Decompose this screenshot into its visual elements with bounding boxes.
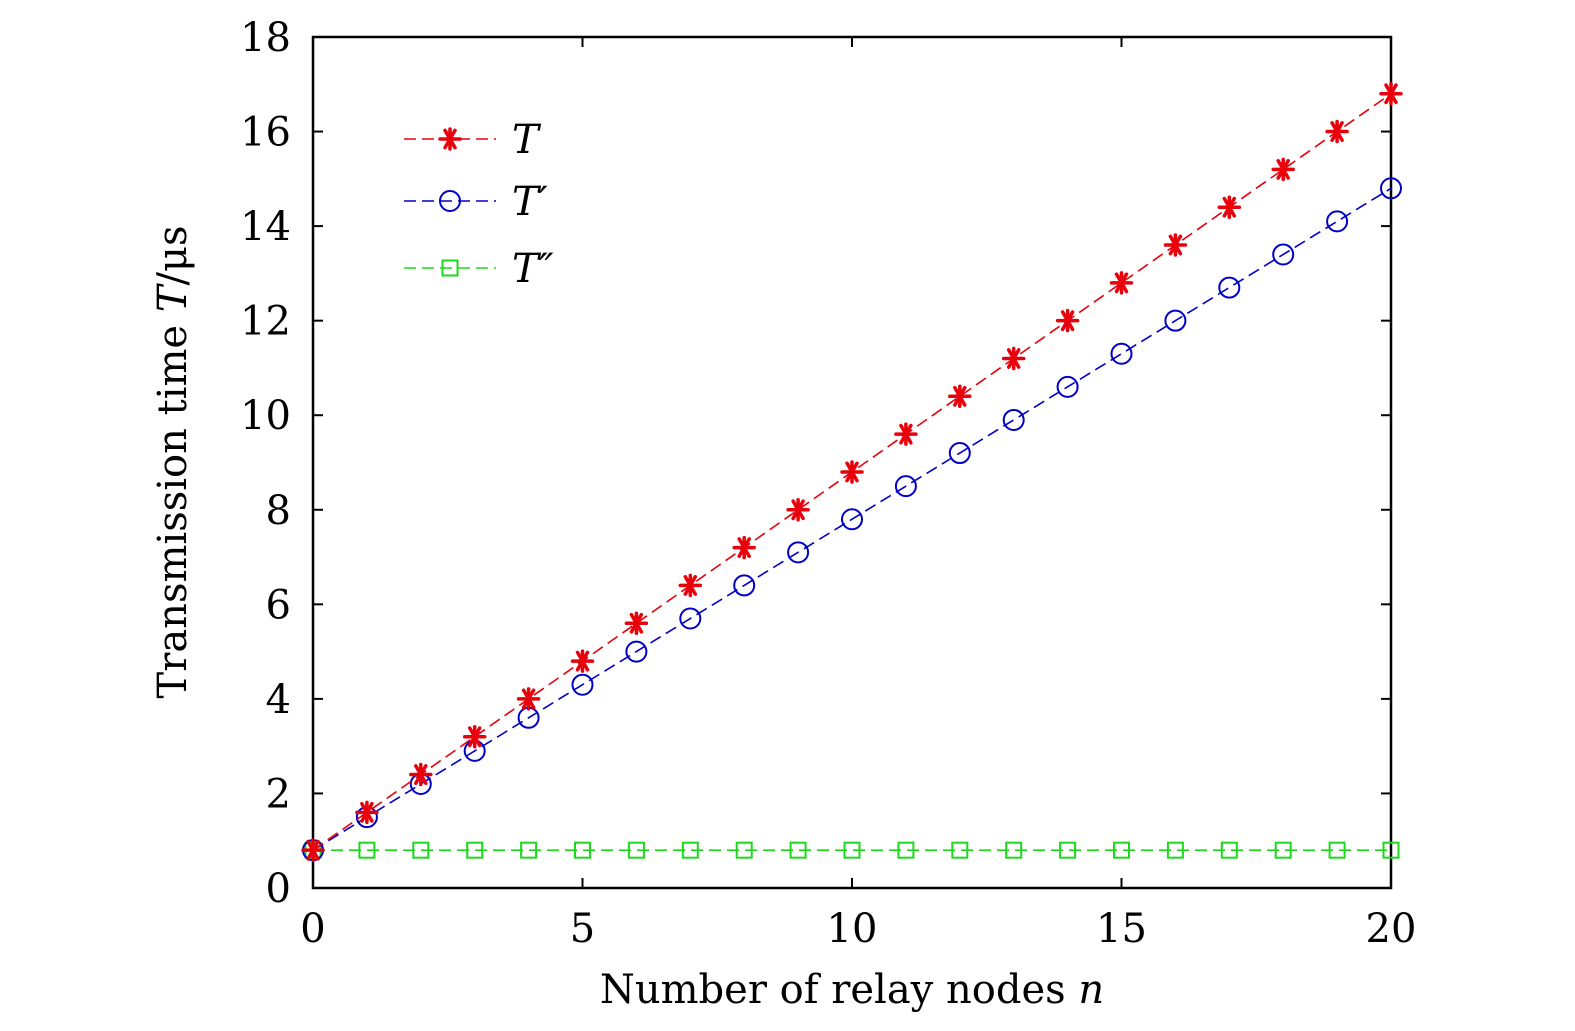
x-tick-label: 10 [827, 906, 878, 952]
legend: T T′ T″ [404, 117, 554, 292]
y-axis-label-text: Transmission time [150, 325, 196, 699]
data-point-circle [841, 508, 863, 531]
y-tick-label: 14 [240, 204, 291, 250]
data-point-asterisk [1217, 195, 1242, 219]
x-axis-label-var: n [1078, 967, 1104, 1013]
data-point-circle [625, 640, 648, 663]
data-point-asterisk [786, 498, 810, 522]
series-0 [301, 81, 1403, 862]
data-point-square [951, 841, 969, 859]
y-tick-label: 6 [266, 582, 291, 628]
y-tick-label: 0 [266, 866, 291, 912]
data-point-square [466, 841, 484, 859]
x-tick-label: 0 [300, 906, 325, 952]
data-point-square [1328, 841, 1346, 859]
y-axis-label-var: T [150, 282, 196, 312]
data-point-square [1059, 841, 1077, 859]
legend-item: T′ [404, 179, 548, 225]
data-point-asterisk [1163, 233, 1188, 257]
series-2 [304, 841, 1400, 859]
data-point-asterisk [624, 611, 649, 635]
y-axis-label: Transmission time T/μs [150, 226, 196, 699]
data-point-square [1382, 841, 1400, 859]
data-point-square [735, 841, 753, 859]
data-point-asterisk [355, 800, 379, 825]
series-1 [302, 177, 1402, 862]
data-point-circle [1326, 210, 1349, 233]
y-tick-label: 16 [240, 110, 291, 156]
data-point-circle [1002, 408, 1025, 431]
legend-item: T [404, 117, 542, 163]
data-point-square [1220, 841, 1238, 859]
x-tick-label: 20 [1366, 906, 1417, 952]
data-point-square [789, 841, 807, 859]
data-point-circle [1056, 375, 1079, 398]
data-point-asterisk [438, 127, 462, 151]
data-point-asterisk [516, 687, 541, 711]
data-point-circle [894, 475, 917, 498]
data-point-square [843, 841, 861, 859]
data-point-circle [571, 673, 594, 696]
data-point-asterisk [732, 535, 756, 560]
x-tick-label: 5 [570, 906, 595, 952]
axis-ticks: 0 5 10 15 20 0 2 4 6 8 10 12 14 16 18 [240, 15, 1416, 952]
data-point-square [441, 259, 459, 277]
data-point-circle [787, 541, 810, 564]
data-point-circle [439, 190, 461, 212]
data-point-circle [1164, 309, 1187, 332]
data-point-asterisk [301, 838, 325, 862]
legend-item: T″ [404, 246, 554, 292]
data-point-asterisk [570, 649, 595, 673]
data-point-circle [948, 442, 971, 465]
data-point-asterisk [678, 573, 703, 598]
y-tick-label: 10 [240, 393, 291, 439]
data-point-circle [679, 607, 702, 630]
series-line [312, 187, 1392, 851]
y-tick-label: 18 [240, 15, 291, 61]
series-layer [301, 81, 1403, 862]
data-point-circle [1380, 177, 1402, 200]
y-tick-label: 2 [266, 771, 291, 817]
data-point-asterisk [1055, 308, 1080, 333]
data-point-square [574, 841, 591, 859]
data-point-asterisk [462, 724, 487, 749]
data-point-asterisk [1109, 271, 1134, 295]
legend-label: T″ [512, 246, 554, 292]
x-axis-label-text: Number of relay nodes [600, 967, 1066, 1013]
data-point-square [1113, 841, 1130, 859]
data-point-asterisk [948, 384, 972, 409]
data-point-square [897, 841, 915, 859]
data-point-square [681, 841, 699, 859]
data-point-square [358, 841, 376, 859]
data-point-asterisk [1379, 81, 1403, 106]
data-point-asterisk [1325, 119, 1349, 144]
data-point-asterisk [409, 762, 433, 787]
data-point-circle [733, 574, 756, 597]
y-tick-label: 8 [266, 488, 291, 534]
y-axis-label-unit: /μs [150, 226, 196, 286]
data-point-circle [1272, 243, 1295, 266]
data-point-square [1166, 841, 1184, 859]
y-tick-label: 12 [240, 299, 291, 345]
x-axis-label: Number of relay nodes n [600, 967, 1104, 1013]
data-point-asterisk [840, 460, 864, 484]
legend-label: T [512, 117, 542, 163]
data-point-square [627, 841, 645, 859]
data-point-square [412, 841, 430, 859]
data-point-circle [1218, 276, 1241, 299]
data-point-asterisk [894, 422, 918, 446]
x-tick-label: 15 [1096, 906, 1147, 952]
y-tick-label: 4 [266, 677, 291, 723]
data-point-square [1005, 841, 1023, 859]
legend-label: T′ [512, 179, 548, 225]
data-point-asterisk [1271, 157, 1295, 182]
data-point-circle [1110, 342, 1133, 365]
data-point-square [520, 841, 538, 859]
data-point-asterisk [1001, 346, 1026, 371]
data-point-square [1274, 841, 1292, 859]
